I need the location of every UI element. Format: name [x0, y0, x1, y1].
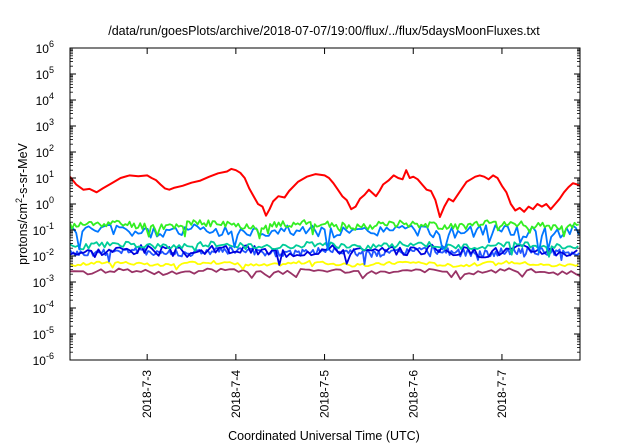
x-tick-label: 2018-7-4 — [229, 370, 243, 418]
y-tick-label: 104 — [36, 91, 54, 108]
series-line — [70, 167, 580, 218]
y-tick-label: 106 — [36, 39, 54, 56]
y-tick-label: 105 — [36, 65, 54, 82]
x-tick-label: 2018-7-7 — [495, 370, 509, 418]
y-tick-label: 10-3 — [33, 273, 54, 290]
x-axis: 2018-7-3 2018-7-4 2018-7-5 2018-7-6 2018-7-7 — [140, 48, 509, 418]
y-axis-label: protons/cm2-s-sr-MeV — [14, 142, 30, 264]
y-tick-label: 101 — [36, 169, 54, 186]
series-line — [70, 267, 580, 281]
x-axis-label: Coordinated Universal Time (UTC) — [228, 429, 420, 443]
y-axis-label-sup: 2 — [14, 198, 24, 203]
x-tick-label: 2018-7-6 — [406, 370, 420, 418]
y-tick-label: 100 — [36, 195, 54, 212]
series-line — [70, 246, 580, 266]
y-tick-label: 102 — [36, 143, 54, 160]
y-tick-label: 10-5 — [33, 325, 54, 342]
plot-frame — [69, 47, 581, 361]
y-axis-label-base: protons/cm — [16, 203, 30, 265]
series-line — [70, 243, 578, 266]
y-axis-label-rest: -s-sr-MeV — [16, 142, 30, 198]
y-tick-label: 10-4 — [33, 299, 54, 316]
x-tick-label: 2018-7-3 — [140, 370, 154, 418]
plot-area — [70, 167, 580, 281]
y-tick-label: 10-1 — [33, 221, 54, 238]
y-tick-label: 103 — [36, 117, 54, 134]
series-line — [70, 259, 579, 271]
y-tick-label: 10-2 — [33, 247, 54, 264]
series-line — [70, 240, 579, 258]
series-line — [70, 219, 579, 240]
x-tick-label: 2018-7-5 — [318, 370, 332, 418]
chart-title: /data/run/goesPlots/archive/2018-07-07/1… — [108, 24, 540, 38]
y-tick-label: 10-6 — [33, 351, 54, 368]
y-axis: 10-6 10-5 10-4 10-3 10-2 10-1 100 101 102 103 104 1… — [33, 39, 580, 368]
